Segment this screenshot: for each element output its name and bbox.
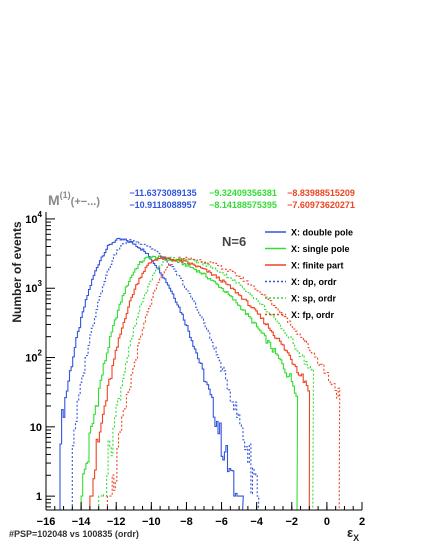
x-axis-label-sub: X: [353, 533, 359, 543]
x-axis-label-main: ε: [347, 525, 353, 540]
y-tick-base: 10: [25, 283, 37, 295]
series-line: [106, 256, 341, 511]
x-tick-label: −10: [142, 516, 161, 528]
x-tick-label: 0: [324, 516, 330, 528]
series-line: [98, 256, 315, 511]
chart-title: M(1)(+−...): [48, 190, 100, 208]
y-tick-label: 103: [25, 279, 42, 295]
header-number: −8.83988515209: [287, 188, 355, 198]
y-tick-label: 102: [25, 349, 42, 365]
x-tick-label: −4: [250, 516, 263, 528]
annotation-n: N=6: [222, 234, 246, 249]
x-tick-label: −12: [107, 516, 126, 528]
chart-title-main: M: [48, 192, 60, 208]
legend-label: X: double pole: [291, 228, 353, 238]
x-tick-label: −14: [72, 516, 92, 528]
header-number: −7.60973620271: [287, 200, 355, 210]
chart-title-sup: (1): [60, 190, 71, 200]
svg-text:εX: εX: [347, 525, 359, 543]
y-tick-base: 10: [25, 353, 37, 365]
x-tick-label: 2: [359, 516, 365, 528]
y-tick-exp: 3: [38, 279, 43, 288]
series-line: [80, 255, 299, 511]
y-tick-label: 1: [36, 491, 42, 503]
plot-curves: [59, 237, 341, 511]
series-line: [89, 256, 311, 511]
x-axis-label: εX: [347, 525, 359, 543]
y-tick-label: 10: [30, 422, 42, 434]
legend: X: double pole X: single pole X: finite pa…: [265, 228, 353, 320]
y-tick-exp: 2: [38, 349, 43, 358]
legend-label: X: dp, ordr: [291, 277, 337, 287]
header-numbers: −11.6373089135 −9.32409356381 −8.839885152…: [129, 188, 355, 210]
header-number: −11.6373089135: [129, 188, 196, 198]
y-tick-base: 10: [25, 214, 37, 226]
x-tick-label: −2: [286, 516, 299, 528]
legend-label: X: sp, ordr: [291, 294, 337, 304]
y-tick-exp: 4: [38, 210, 43, 219]
footer-info: #PSP=102048 vs 100835 (ordr): [9, 529, 139, 539]
header-number: −9.32409356381: [209, 188, 277, 198]
series-line: [71, 239, 260, 511]
x-tick-label: −8: [180, 516, 193, 528]
y-axis-label: Number of events: [10, 221, 24, 323]
x-tick-label: −16: [37, 516, 56, 528]
header-number: −10.9118088957: [129, 200, 196, 210]
header-number: −8.14188575395: [209, 200, 277, 210]
chart-title-rest: (+−...): [71, 196, 101, 208]
legend-label: X: finite part: [291, 261, 344, 271]
legend-label: X: fp, ordr: [291, 310, 334, 320]
chart-title-text: M(1)(+−...): [48, 190, 100, 208]
series-line: [59, 237, 244, 511]
x-tick-label: −6: [215, 516, 228, 528]
y-tick-label: 104: [25, 210, 42, 226]
legend-label: X: single pole: [291, 244, 350, 254]
